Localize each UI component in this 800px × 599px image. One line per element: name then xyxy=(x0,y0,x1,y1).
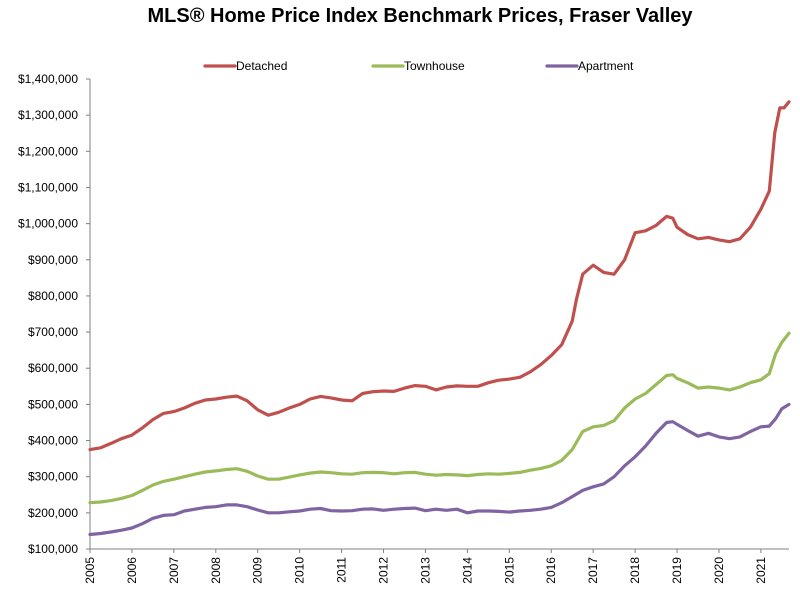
x-tick-label: 2009 xyxy=(251,557,265,584)
y-tick-label: $1,200,000 xyxy=(18,144,78,158)
series-line-detached xyxy=(88,100,791,452)
y-tick-label: $400,000 xyxy=(28,434,78,448)
y-tick-label: $700,000 xyxy=(28,325,78,339)
x-axis-ticks: 2005 2006 2007 2008 2009 2010 2011 2012 2013 2014… xyxy=(83,549,768,584)
y-tick-label: $200,000 xyxy=(28,506,78,520)
y-tick-label: $300,000 xyxy=(28,470,78,484)
y-tick-label: $900,000 xyxy=(28,253,78,267)
axes xyxy=(89,79,789,550)
y-tick-label: $800,000 xyxy=(28,289,78,303)
y-axis-ticks: $100,000 $200,000 $300,000 $400,000 $500,000… xyxy=(18,72,90,556)
y-tick-label: $500,000 xyxy=(28,397,78,411)
x-tick-label: 2007 xyxy=(167,557,181,584)
x-tick-label: 2016 xyxy=(544,557,558,584)
series-line-townhouse xyxy=(88,331,791,505)
x-tick-label: 2010 xyxy=(293,557,307,584)
x-tick-label: 2019 xyxy=(670,557,684,584)
x-tick-label: 2015 xyxy=(502,557,516,584)
series-line-apartment xyxy=(88,402,791,537)
x-tick-label: 2020 xyxy=(712,557,726,584)
x-tick-label: 2017 xyxy=(586,557,600,584)
y-tick-label: $1,100,000 xyxy=(18,180,78,194)
x-tick-label: 2011 xyxy=(335,557,349,583)
y-tick-label: $1,400,000 xyxy=(18,72,78,86)
series-lines xyxy=(88,100,791,537)
y-tick-label: $600,000 xyxy=(28,361,78,375)
y-tick-label: $100,000 xyxy=(28,542,78,556)
x-tick-label: 2006 xyxy=(125,557,139,584)
legend: Detached Townhouse Apartment xyxy=(203,59,634,73)
x-tick-label: 2018 xyxy=(628,557,642,584)
x-tick-label: 2005 xyxy=(83,557,97,584)
legend-label-detached: Detached xyxy=(236,59,287,73)
y-tick-label: $1,300,000 xyxy=(18,108,78,122)
x-tick-label: 2008 xyxy=(209,557,223,584)
x-tick-label: 2021 xyxy=(754,557,768,584)
y-tick-label: $1,000,000 xyxy=(18,217,78,231)
x-tick-label: 2014 xyxy=(460,557,474,584)
x-tick-label: 2013 xyxy=(418,557,432,584)
chart-title: MLS® Home Price Index Benchmark Prices, … xyxy=(148,5,694,27)
x-tick-label: 2012 xyxy=(377,557,391,584)
legend-label-townhouse: Townhouse xyxy=(404,59,465,73)
legend-label-apartment: Apartment xyxy=(578,59,634,73)
